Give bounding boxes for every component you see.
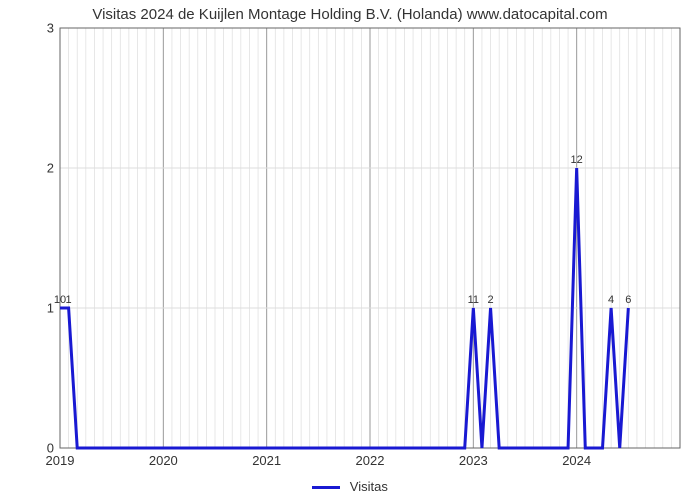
- chart-title: Visitas 2024 de Kuijlen Montage Holding …: [0, 6, 700, 23]
- plot-area: 01232019202020212022202320241011121246: [60, 28, 680, 448]
- y-tick-label: 2: [40, 161, 54, 176]
- value-label: 10: [54, 294, 66, 306]
- value-label: 4: [608, 294, 614, 306]
- x-year-label: 2020: [149, 453, 178, 468]
- value-label: 1: [66, 294, 72, 306]
- y-tick-label: 1: [40, 301, 54, 316]
- x-year-label: 2024: [562, 453, 591, 468]
- x-year-label: 2021: [252, 453, 281, 468]
- x-year-label: 2023: [459, 453, 488, 468]
- y-tick-label: 3: [40, 21, 54, 36]
- legend-label: Visitas: [350, 479, 388, 494]
- value-label: 2: [487, 294, 493, 306]
- value-label: 12: [571, 154, 583, 166]
- legend-swatch: [312, 486, 340, 489]
- legend: Visitas: [0, 479, 700, 494]
- x-year-label: 2019: [46, 453, 75, 468]
- value-label: 11: [468, 294, 479, 306]
- x-year-label: 2022: [356, 453, 385, 468]
- value-label: 6: [625, 294, 631, 306]
